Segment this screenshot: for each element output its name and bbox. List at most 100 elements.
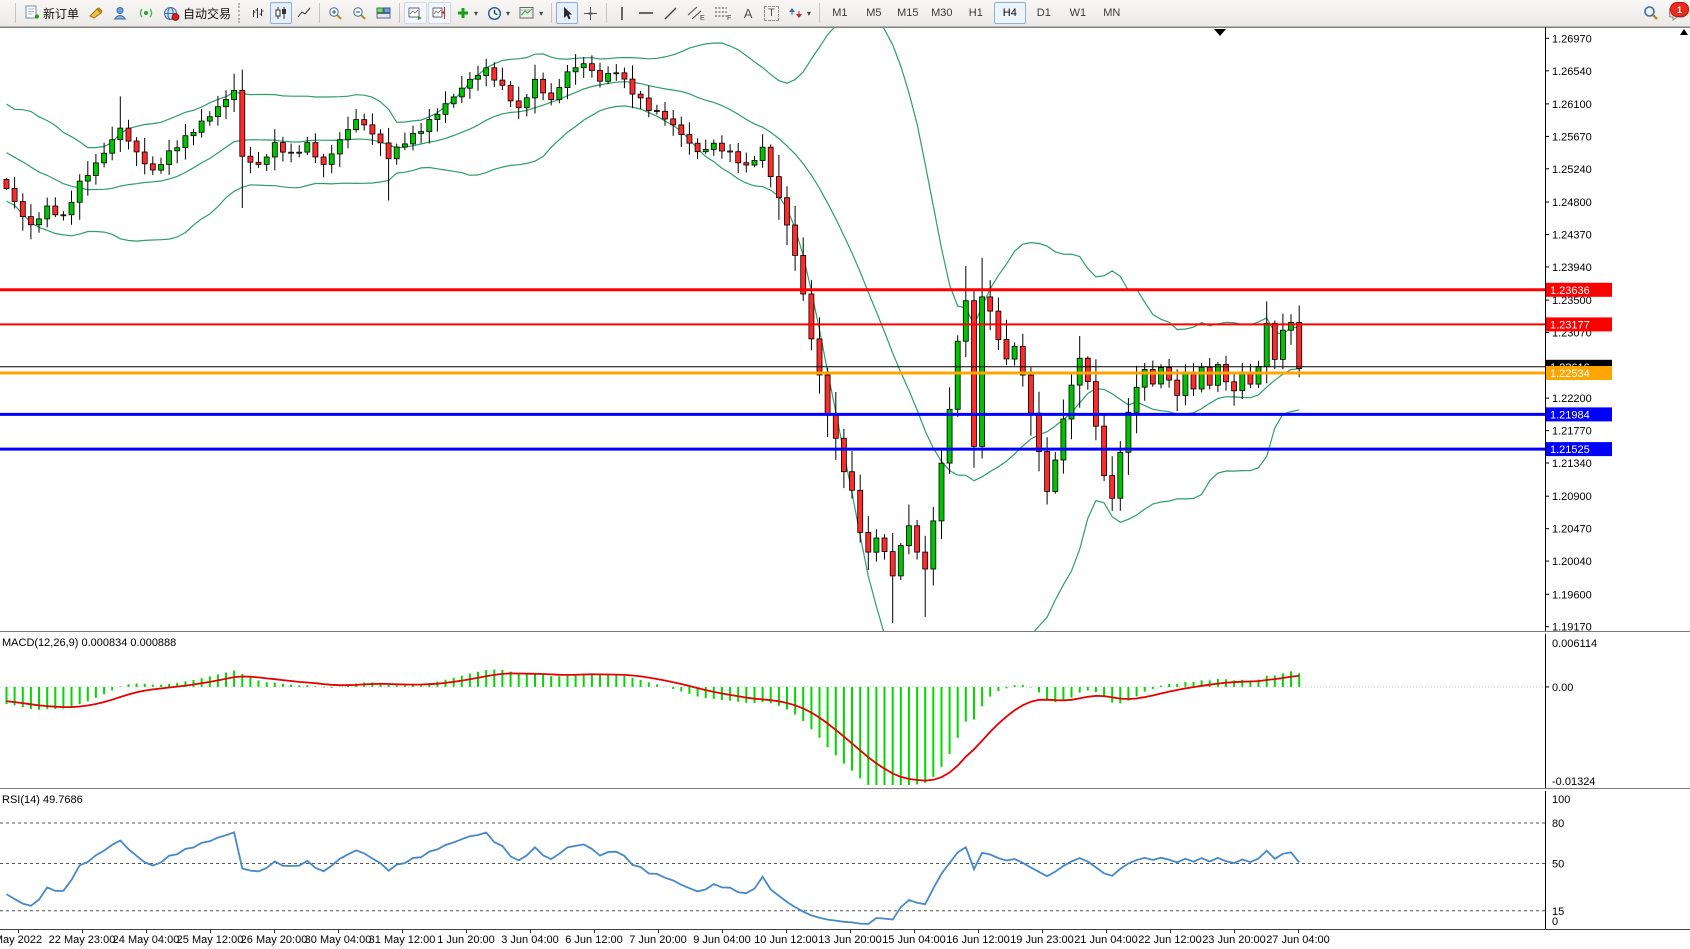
toolbar-separator — [551, 3, 553, 23]
tile-windows-button[interactable] — [372, 2, 395, 24]
macd-axis[interactable]: 0.006114 0.00 -0.01324 — [1545, 638, 1597, 788]
indicators-button[interactable]: ▾ — [452, 2, 482, 24]
dropdown-arrow-icon: ▾ — [806, 8, 811, 18]
time-axis-tick — [658, 930, 659, 933]
time-axis-label: 25 May 12:00 — [176, 934, 244, 946]
price-badge: 1.21984 — [1546, 407, 1612, 422]
notification-count-badge: 1 — [1670, 2, 1689, 17]
price-axis-label: 1.22200 — [1552, 393, 1592, 405]
svg-text:F: F — [727, 15, 731, 21]
candlestick-icon — [275, 7, 287, 19]
chart-shift-icon — [432, 7, 446, 19]
vertical-line-tool-button[interactable] — [611, 2, 633, 24]
timeframe-button-MN[interactable]: MN — [1103, 7, 1121, 19]
trendline-tool-button[interactable] — [659, 2, 682, 24]
text-tool-button[interactable]: A — [737, 2, 759, 24]
cursor-arrow-icon — [564, 6, 573, 19]
horizontal-line-tool-button[interactable] — [634, 2, 658, 24]
timeframe-button-M5[interactable]: M5 — [866, 7, 882, 19]
timeframe-button-M15[interactable]: M15 — [897, 7, 919, 19]
price-badge: 1.23636 — [1546, 282, 1612, 297]
timeframe-button-W1[interactable]: W1 — [1069, 7, 1087, 19]
timeframe-button-H1[interactable]: H1 — [968, 7, 983, 19]
price-axis-label: 1.26100 — [1552, 99, 1592, 111]
time-axis-tick — [1042, 930, 1043, 933]
zoom-in-button[interactable] — [324, 2, 347, 24]
partial-toolbar-icon[interactable] — [2, 2, 11, 24]
new-order-icon — [25, 5, 39, 19]
rsi-background[interactable] — [0, 791, 1690, 930]
auto-scroll-button[interactable] — [404, 2, 428, 24]
globe-icon — [164, 6, 180, 21]
notifications-button[interactable]: 1 — [1664, 2, 1689, 24]
templates-button[interactable]: ▾ — [515, 2, 547, 24]
auto-scroll-icon — [408, 7, 423, 20]
timeframe-button-M30[interactable]: M30 — [931, 7, 953, 19]
time-axis-label: 30 May 04:00 — [304, 934, 372, 946]
timeframe-button-M1[interactable]: M1 — [832, 7, 848, 19]
time-axis-label: 27 Jun 04:00 — [1266, 934, 1330, 946]
price-axis-label: 1.26970 — [1552, 33, 1592, 45]
chart-shift-button[interactable] — [428, 2, 452, 24]
time-axis-label: 16 Jun 12:00 — [946, 934, 1010, 946]
rsi-axis-label: 80 — [1552, 818, 1564, 830]
time-axis-label: 3 Jun 04:00 — [501, 934, 559, 946]
price-axis-label: 1.25670 — [1552, 131, 1592, 143]
auto-trading-button[interactable]: 自动交易 — [159, 2, 235, 24]
price-axis-label: 1.25240 — [1552, 164, 1592, 176]
time-axis-label: 19 Jun 23:00 — [1010, 934, 1074, 946]
search-button[interactable] — [1639, 2, 1663, 24]
channel-icon: E — [687, 6, 705, 21]
timeframe-button-H4[interactable]: H4 — [993, 2, 1026, 24]
arrows-tool-button[interactable]: ▾ — [784, 2, 815, 24]
time-axis-label: 13 Jun 20:00 — [818, 934, 882, 946]
time-axis-tick — [594, 930, 595, 933]
time-axis-label: 22 Jun 12:00 — [1138, 934, 1202, 946]
candlestick-chart-button[interactable] — [270, 2, 293, 24]
bar-chart-icon — [253, 8, 264, 18]
main-chart-canvas[interactable]: 1.26970 1.26540 1.26100 1.25670 1.25240 1.248… — [0, 27, 1690, 632]
time-axis-label: 6 Jun 12:00 — [565, 934, 623, 946]
bollinger-upper-band — [6, 27, 1300, 335]
quotes-button[interactable] — [84, 2, 108, 24]
profile-button[interactable] — [109, 2, 133, 24]
text-label-tool-button[interactable]: T — [760, 2, 783, 24]
fibonacci-tool-button[interactable]: F — [710, 2, 736, 24]
macd-pane[interactable]: 0.006114 0.00 -0.01324 — [0, 634, 1690, 788]
chart-background[interactable] — [0, 27, 1690, 632]
svg-text:E: E — [700, 15, 705, 21]
main-toolbar: 新订单 — [0, 0, 1690, 27]
crosshair-button[interactable] — [579, 2, 602, 24]
price-badge: 1.23177 — [1546, 317, 1612, 332]
macd-background[interactable] — [0, 634, 1690, 788]
rsi-pane[interactable]: 100 80 50 150 — [0, 791, 1690, 930]
periods-button[interactable]: ▾ — [483, 2, 514, 24]
signals-button[interactable] — [134, 2, 158, 24]
person-icon — [113, 7, 127, 20]
cursor-button[interactable] — [556, 2, 579, 24]
time-axis-tick — [786, 930, 787, 933]
time-axis-label: 22 May 23:00 — [48, 934, 116, 946]
fibonacci-icon: F — [715, 7, 731, 21]
svg-text:1.23636: 1.23636 — [1550, 285, 1590, 297]
svg-text:1.21525: 1.21525 — [1550, 444, 1590, 456]
equidistant-channel-tool-button[interactable]: E — [683, 2, 709, 24]
chart-shift-marker[interactable] — [1214, 29, 1226, 36]
timeframe-button-D1[interactable]: D1 — [1036, 7, 1051, 19]
time-axis-label: 15 Jun 04:00 — [882, 934, 946, 946]
dropdown-arrow-icon: ▾ — [506, 8, 511, 18]
line-chart-button[interactable] — [293, 2, 315, 24]
price-axis-label: 1.24800 — [1552, 197, 1592, 209]
axis-scroll-arrow[interactable] — [1680, 29, 1688, 35]
rsi-indicator-label: RSI(14) 49.7686 — [2, 794, 83, 806]
new-order-button[interactable]: 新订单 — [20, 2, 83, 24]
bar-chart-button[interactable] — [247, 2, 269, 24]
rsi-axis[interactable]: 100 80 50 150 — [1552, 794, 1570, 928]
time-axis-tick — [18, 930, 19, 933]
zoom-out-button[interactable] — [348, 2, 371, 24]
price-badge: 1.21525 — [1546, 442, 1612, 457]
rsi-axis-label: 0 — [1552, 916, 1558, 928]
time-axis-label: 10 Jun 12:00 — [754, 934, 818, 946]
